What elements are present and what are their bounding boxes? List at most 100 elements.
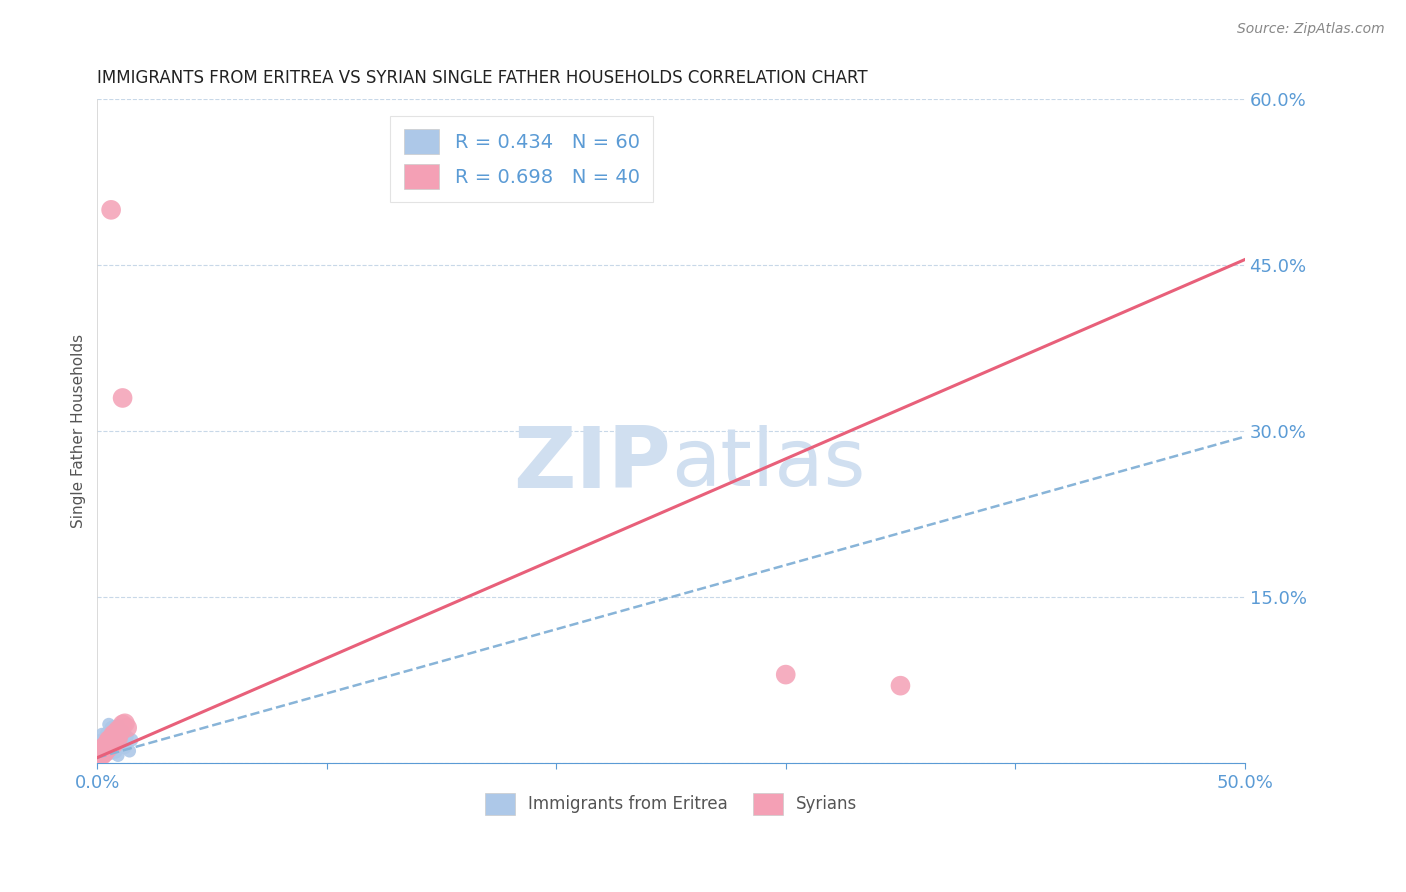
Text: ZIP: ZIP (513, 423, 671, 506)
Point (107, 731, 129, 746)
Point (93, 739, 115, 753)
Point (104, 730, 127, 744)
Point (110, 724, 132, 739)
Point (107, 748, 129, 763)
Text: atlas: atlas (671, 425, 865, 503)
Point (93, 745, 115, 759)
Point (91, 748, 114, 763)
Point (103, 735, 125, 749)
Point (104, 745, 127, 759)
Point (111, 739, 134, 754)
Legend: Immigrants from Eritrea, Syrians: Immigrants from Eritrea, Syrians (478, 787, 865, 822)
Point (91, 747, 114, 762)
Point (96, 726, 118, 740)
Point (103, 734, 125, 748)
Point (97, 741, 120, 756)
Point (91, 745, 114, 759)
Point (93, 739, 115, 754)
Point (107, 718, 129, 732)
Point (100, 736, 122, 750)
Point (103, 729, 125, 743)
Point (115, 730, 138, 744)
Point (100, 731, 122, 745)
Point (110, 734, 132, 748)
Point (96, 741, 118, 756)
Point (93, 744, 115, 758)
Point (97, 739, 120, 753)
Point (103, 727, 125, 741)
Point (91, 732, 114, 747)
Point (89, 746, 111, 760)
Point (93, 748, 115, 763)
Point (104, 741, 127, 756)
Point (889, 679, 911, 693)
Point (107, 731, 129, 745)
Point (91, 745, 114, 759)
Point (89, 745, 111, 759)
Point (115, 721, 138, 735)
Point (96, 743, 118, 757)
Point (103, 736, 125, 750)
Point (97, 732, 120, 747)
Point (91, 727, 114, 741)
Point (107, 729, 129, 743)
Point (89, 750, 111, 764)
Point (91, 744, 114, 758)
Point (96, 737, 118, 751)
Point (104, 730, 127, 744)
Point (93, 746, 115, 760)
Point (97, 739, 120, 754)
Text: IMMIGRANTS FROM ERITREA VS SYRIAN SINGLE FATHER HOUSEHOLDS CORRELATION CHART: IMMIGRANTS FROM ERITREA VS SYRIAN SINGLE… (97, 69, 868, 87)
Y-axis label: Single Father Households: Single Father Households (72, 334, 86, 528)
Point (114, 740, 136, 755)
Point (103, 736, 125, 750)
Point (100, 723, 122, 737)
Point (97, 734, 120, 748)
Point (100, 746, 122, 760)
Point (104, 725, 127, 739)
Point (97, 740, 120, 755)
Point (93, 734, 115, 748)
Point (100, 727, 122, 741)
Point (96, 739, 118, 753)
Point (111, 717, 134, 731)
Point (93, 747, 115, 762)
Point (103, 737, 125, 751)
Point (91, 741, 114, 756)
Point (100, 722, 122, 736)
Point (107, 723, 129, 737)
Point (121, 732, 143, 747)
Point (111, 391, 134, 405)
Point (110, 735, 132, 749)
Point (103, 740, 125, 755)
Point (93, 737, 115, 751)
Point (100, 721, 122, 735)
Point (97, 732, 120, 747)
Text: Source: ZipAtlas.com: Source: ZipAtlas.com (1237, 22, 1385, 37)
Point (775, 667, 797, 681)
Point (110, 725, 132, 739)
Point (93, 736, 115, 750)
Point (96, 731, 118, 746)
Point (93, 740, 115, 755)
Point (89, 750, 111, 764)
Point (89, 749, 111, 764)
Point (114, 729, 136, 743)
Point (91, 743, 114, 757)
Point (104, 731, 127, 745)
Point (96, 744, 118, 758)
Point (91, 734, 114, 748)
Point (97, 729, 120, 743)
Point (96, 731, 118, 745)
Point (103, 720, 125, 734)
Point (100, 202, 122, 217)
Point (100, 731, 122, 746)
Point (104, 726, 127, 740)
Point (97, 729, 120, 743)
Point (96, 747, 118, 762)
Point (111, 724, 134, 739)
Point (89, 739, 111, 754)
Point (118, 744, 141, 758)
Point (114, 716, 136, 731)
Point (97, 717, 120, 731)
